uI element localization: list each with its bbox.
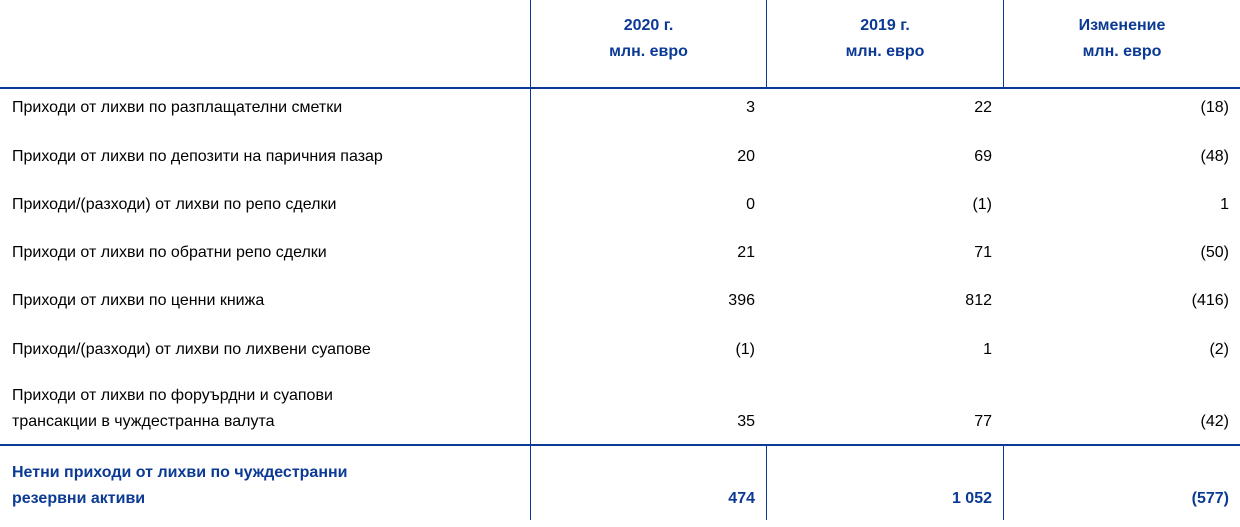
value: 1: [1220, 195, 1229, 213]
label-line: Приходи от лихви по обратни репо сделки: [12, 244, 327, 262]
value: (1): [735, 340, 755, 358]
column-header: 2020 г. млн. евро: [531, 0, 766, 87]
row-label: Приходи от лихви по разплащателни сметки: [0, 88, 530, 121]
label-line: Нетни приходи от лихви по чуждестранни: [12, 464, 348, 481]
value-cell: (1): [531, 330, 766, 363]
value: 21: [737, 244, 755, 262]
value-cell: (577): [1004, 446, 1240, 512]
value: 77: [974, 412, 992, 430]
value-cell: 35: [531, 378, 766, 435]
value: (48): [1200, 147, 1229, 165]
row-label: Приходи от лихви по ценни книжа: [0, 281, 530, 314]
header-line: 2019 г.: [860, 17, 910, 34]
value-cell: 0: [531, 185, 766, 218]
value: 812: [965, 292, 992, 310]
value: 1 052: [951, 490, 992, 507]
value-cell: 396: [531, 281, 766, 314]
value-cell: 22: [767, 88, 1003, 121]
value: (416): [1191, 292, 1229, 310]
value: 69: [974, 147, 992, 165]
value: 35: [737, 412, 755, 430]
value: (577): [1191, 490, 1229, 507]
label-line: Приходи/(разходи) от лихви по лихвени су…: [12, 340, 371, 358]
value-cell: 474: [531, 446, 766, 512]
value-cell: 1: [1004, 185, 1240, 218]
value-cell: (48): [1004, 136, 1240, 169]
value-cell: (416): [1004, 281, 1240, 314]
label-line: Приходи от лихви по форуърдни и суапови: [12, 386, 333, 404]
label-line: Приходи от лихви по ценни книжа: [12, 292, 265, 310]
value-cell: 812: [767, 281, 1003, 314]
row-label: Приходи/(разходи) от лихви по лихвени су…: [0, 330, 530, 363]
value: (18): [1200, 99, 1229, 117]
header-line: млн. евро: [1082, 43, 1162, 60]
value-cell: 20: [531, 136, 766, 169]
header-line: млн. евро: [845, 43, 925, 60]
column-rule: [1003, 446, 1004, 520]
row-label: Приходи от лихви по форуърдни и суапови т…: [0, 378, 530, 435]
value: 474: [728, 490, 755, 507]
header-line: млн. евро: [609, 43, 688, 60]
value-cell: (18): [1004, 88, 1240, 121]
value-cell: (42): [1004, 378, 1240, 435]
label-line: резервни активи: [12, 490, 146, 507]
value-cell: 1: [767, 330, 1003, 363]
header-line: 2020 г.: [623, 17, 674, 34]
value-cell: 69: [767, 136, 1003, 169]
value: 396: [728, 292, 755, 310]
row-label: Приходи от лихви по обратни репо сделки: [0, 233, 530, 266]
value: (1): [972, 195, 992, 213]
value-cell: 77: [767, 378, 1003, 435]
column-rule: [1003, 0, 1004, 88]
column-rule: [766, 0, 767, 88]
value: (50): [1200, 244, 1229, 262]
value: 20: [737, 147, 755, 165]
label-line: Приходи/(разходи) от лихви по репо сделк…: [12, 195, 337, 213]
label-line: Приходи от лихви по разплащателни сметки: [12, 99, 343, 117]
row-label: Приходи/(разходи) от лихви по репо сделк…: [0, 185, 530, 218]
label-line: трансакции в чуждестранна валута: [12, 412, 275, 430]
value-cell: 1 052: [767, 446, 1003, 512]
value: (42): [1200, 412, 1229, 430]
header-rule: [0, 87, 1240, 89]
value: 71: [974, 244, 992, 262]
value: 22: [974, 99, 992, 117]
label-line: Приходи от лихви по депозити на паричния…: [12, 147, 383, 165]
value-cell: 21: [531, 233, 766, 266]
total-rule: [0, 444, 1240, 446]
header-line: Изменение: [1078, 17, 1166, 34]
value-cell: (2): [1004, 330, 1240, 363]
value: 3: [746, 99, 755, 117]
value: 0: [746, 195, 755, 213]
column-header: 2019 г. млн. евро: [767, 0, 1003, 87]
row-label: Нетни приходи от лихви по чуждестранни ре…: [0, 446, 530, 512]
column-rule: [766, 446, 767, 520]
column-rule: [530, 0, 531, 520]
value-cell: 71: [767, 233, 1003, 266]
value: (2): [1209, 340, 1229, 358]
value-cell: 3: [531, 88, 766, 121]
value: 1: [983, 340, 992, 358]
value-cell: (1): [767, 185, 1003, 218]
value-cell: (50): [1004, 233, 1240, 266]
column-header: Изменение млн. евро: [1004, 0, 1240, 87]
row-label: Приходи от лихви по депозити на паричния…: [0, 136, 530, 169]
